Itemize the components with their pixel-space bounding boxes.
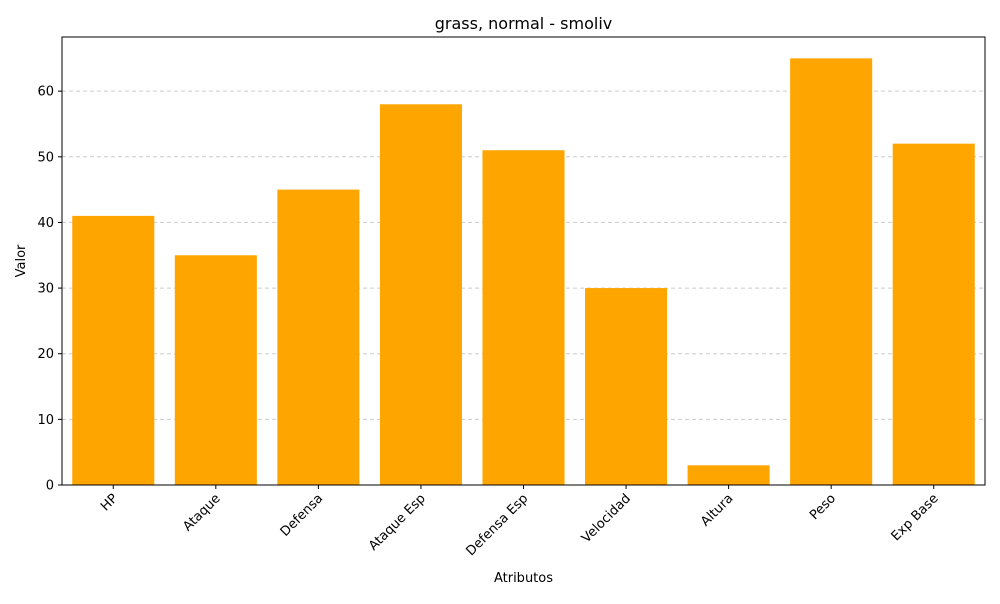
x-tick-label: Defensa: [278, 491, 326, 539]
x-axis: HP Ataque Defensa Ataque Esp Defensa Esp Velo…: [98, 485, 942, 559]
y-tick-label: 50: [37, 150, 54, 165]
chart-title: grass, normal - smoliv: [435, 14, 612, 33]
x-tick-label: Velocidad: [579, 491, 634, 546]
x-tick-label: Altura: [698, 491, 736, 529]
x-tick-label: HP: [98, 491, 121, 514]
y-tick-label: 20: [37, 347, 54, 362]
bar-peso: [790, 58, 873, 485]
x-axis-label: Atributos: [494, 571, 553, 586]
y-tick-label: 0: [46, 479, 54, 494]
bar-hp: [72, 215, 155, 485]
x-tick-label: Defensa Esp: [463, 491, 531, 559]
x-tick-label: Peso: [807, 491, 839, 523]
y-tick-label: 30: [37, 282, 54, 297]
bar-defensa-esp: [482, 150, 565, 485]
y-tick-label: 10: [37, 413, 54, 428]
y-axis: 0 10 20 30 40 50 60: [37, 85, 62, 494]
x-tick-label: Exp Base: [889, 491, 942, 544]
bar-altura: [687, 465, 770, 485]
y-tick-label: 60: [37, 85, 54, 100]
x-tick-label: Ataque Esp: [366, 491, 429, 554]
bar-velocidad: [585, 288, 668, 485]
bar-ataque-esp: [379, 104, 462, 486]
bar-exp-base: [892, 143, 975, 485]
x-tick-label: Ataque: [180, 491, 223, 534]
bar-defensa: [277, 189, 360, 485]
y-axis-label: Valor: [14, 244, 29, 277]
bars: [72, 58, 975, 486]
bar-ataque: [174, 255, 257, 485]
y-tick-label: 40: [37, 216, 54, 231]
